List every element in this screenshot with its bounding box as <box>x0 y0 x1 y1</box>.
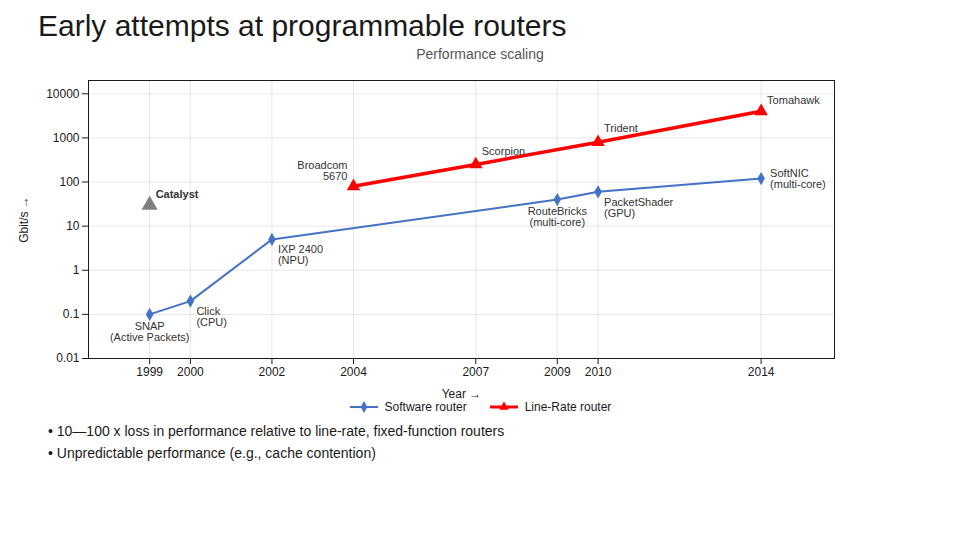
svg-text:2007: 2007 <box>462 365 489 379</box>
svg-text:2014: 2014 <box>748 365 775 379</box>
svg-text:1: 1 <box>73 263 80 277</box>
svg-text:IXP 2400(NPU): IXP 2400(NPU) <box>278 243 323 266</box>
html-text:• Unpredictable performance (e: • Unpredictable performance (e.g., cache… <box>48 445 376 461</box>
html-text:Line-Rate router: Line-Rate router <box>524 400 612 414</box>
svg-text:2004: 2004 <box>340 365 367 379</box>
svg-text:10: 10 <box>66 219 80 233</box>
svg-text:Gbit/s →: Gbit/s → <box>17 196 31 243</box>
svg-text:2010: 2010 <box>585 365 612 379</box>
svg-text:1000: 1000 <box>53 131 80 145</box>
svg-text:100: 100 <box>59 175 79 189</box>
svg-text:2002: 2002 <box>259 365 286 379</box>
svg-text:Trident: Trident <box>604 122 638 134</box>
svg-text:2009: 2009 <box>544 365 571 379</box>
svg-text:RouteBricks(multi-core): RouteBricks(multi-core) <box>528 205 588 228</box>
svg-text:SoftNIC(multi-core): SoftNIC(multi-core) <box>770 167 826 190</box>
svg-text:Broadcom5670: Broadcom5670 <box>297 159 347 182</box>
svg-text:Catalyst: Catalyst <box>156 188 199 200</box>
svg-text:Tomahawk: Tomahawk <box>767 94 820 106</box>
html-text:• 10—100 x loss in performance: • 10—100 x loss in performance relative … <box>48 423 505 439</box>
svg-text:PacketShader(GPU): PacketShader(GPU) <box>604 196 673 219</box>
html-text:Performance scaling: Performance scaling <box>416 46 544 62</box>
svg-text:Scorpion: Scorpion <box>482 145 525 157</box>
svg-text:10000: 10000 <box>46 87 80 101</box>
svg-text:0.1: 0.1 <box>63 307 80 321</box>
svg-text:SNAP(Active Packets): SNAP(Active Packets) <box>110 320 189 343</box>
html-text:Software router: Software router <box>384 400 467 414</box>
svg-text:2000: 2000 <box>177 365 204 379</box>
svg-text:0.01: 0.01 <box>56 351 80 365</box>
svg-text:1999: 1999 <box>136 365 163 379</box>
svg-text:Year →: Year → <box>442 387 482 401</box>
svg-text:Click(CPU): Click(CPU) <box>196 305 227 328</box>
html-text:Early attempts at programmable: Early attempts at programmable routers <box>38 9 567 42</box>
